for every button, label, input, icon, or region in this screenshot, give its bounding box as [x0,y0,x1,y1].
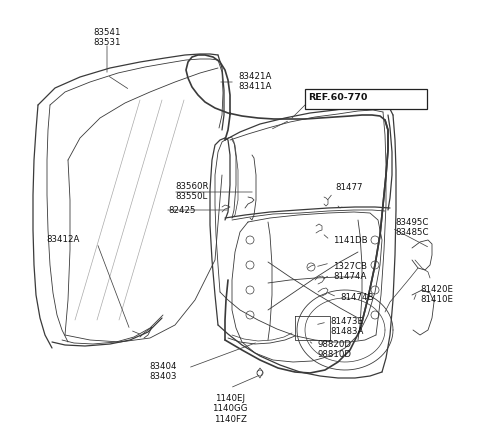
Text: 83421A
83411A: 83421A 83411A [238,72,271,91]
Text: 98820D
98810D: 98820D 98810D [317,340,351,359]
Text: 81420E
81410E: 81420E 81410E [420,285,453,305]
Text: 1140EJ
1140GG
1140FZ: 1140EJ 1140GG 1140FZ [212,394,248,424]
Text: 81474B: 81474B [340,293,373,302]
Text: 83412A: 83412A [46,235,80,244]
Text: 81477: 81477 [335,183,362,192]
Text: 82425: 82425 [168,206,195,215]
FancyBboxPatch shape [305,89,427,109]
Text: 1141DB: 1141DB [333,236,368,245]
Text: 83560R
83550L: 83560R 83550L [175,182,208,202]
Text: REF.60-770: REF.60-770 [308,93,367,102]
Text: 83404
83403: 83404 83403 [149,362,177,381]
Text: 81473E
81483A: 81473E 81483A [330,317,363,337]
Text: 1327CB
81474A: 1327CB 81474A [333,262,367,281]
Text: 83495C
83485C: 83495C 83485C [395,218,429,238]
Text: 83541
83531: 83541 83531 [93,28,121,48]
Text: REF.60-770: REF.60-770 [308,93,367,102]
